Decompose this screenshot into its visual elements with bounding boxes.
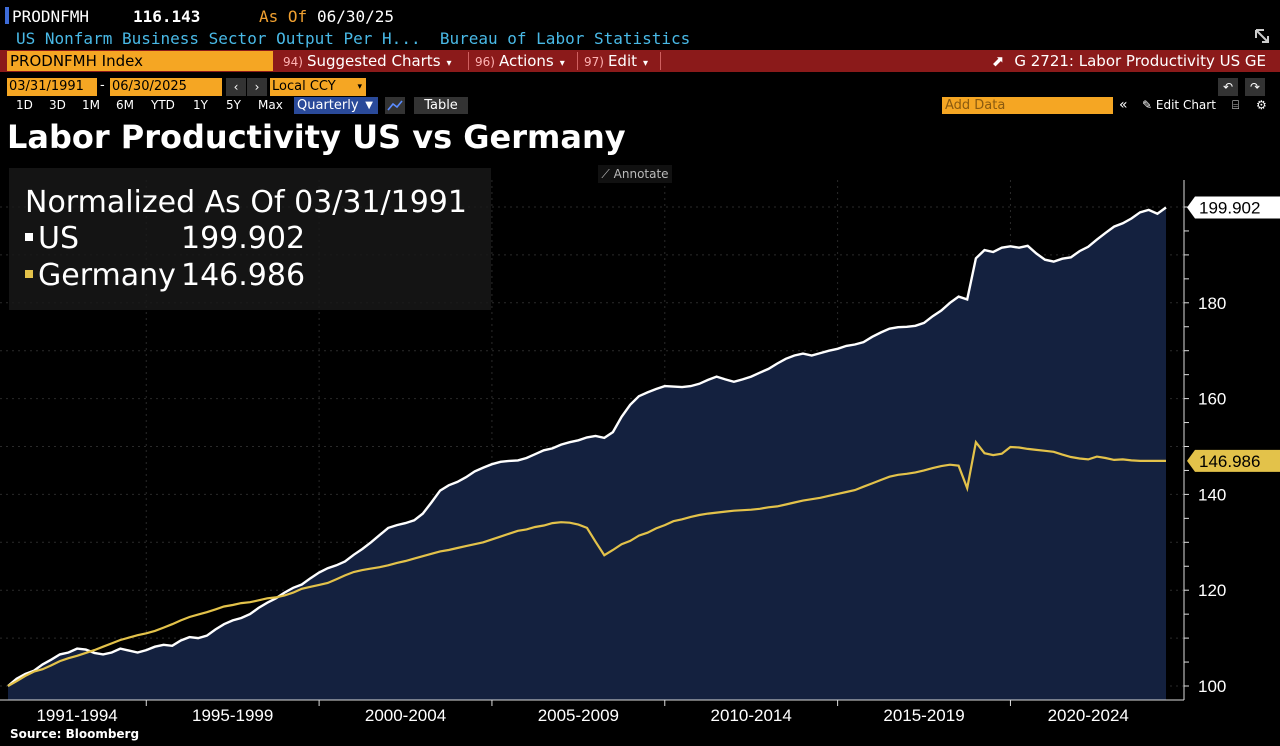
caret-down-icon: ▼ — [365, 100, 373, 111]
range-6m[interactable]: 6M — [116, 98, 134, 112]
x-tick-label: 2005-2009 — [538, 706, 619, 725]
range-1d[interactable]: 1D — [16, 98, 33, 112]
gear-icon[interactable]: ⚙ — [1256, 98, 1267, 112]
menu-divider — [468, 52, 469, 70]
legend-label-germany: Germany — [38, 258, 176, 293]
ticker[interactable]: PRODNFMH — [12, 7, 90, 26]
edit-menu[interactable]: 97) Edit ▾ — [584, 51, 648, 71]
annotate-button[interactable]: ⟋ Annotate — [598, 165, 672, 183]
legend: Normalized As Of 03/31/1991 US 199.902 G… — [9, 168, 491, 310]
line-chart-icon[interactable] — [385, 97, 405, 114]
as-of-date: 06/30/25 — [317, 7, 395, 26]
annotate-label: Annotate — [613, 167, 669, 181]
y-tick-label: 120 — [1198, 581, 1226, 600]
menu-label: Suggested Charts — [306, 52, 441, 70]
frequency-select[interactable]: Quarterly ▼ — [294, 97, 378, 114]
menu-number: 97) — [584, 55, 604, 69]
range-max[interactable]: Max — [258, 98, 283, 112]
menu-label: Edit — [607, 52, 638, 70]
suggested-charts-menu[interactable]: 94) Suggested Charts ▾ — [283, 51, 452, 71]
x-tick-label: 1995-1999 — [192, 706, 273, 725]
last-value-label: 199.902 — [1199, 198, 1260, 217]
x-tick-label: 2015-2019 — [883, 706, 964, 725]
chart-style-icon[interactable]: ⌸ — [1232, 98, 1240, 112]
chevron-left-icon[interactable]: ‹ — [226, 78, 246, 96]
range-1y[interactable]: 1Y — [193, 98, 208, 112]
currency-value: Local CCY — [272, 79, 336, 94]
x-tick-label: 2010-2014 — [711, 706, 792, 725]
range-ytd[interactable]: YTD — [151, 98, 175, 112]
pencil-icon: ⟋ — [601, 167, 610, 181]
add-data-input[interactable]: Add Data — [942, 97, 1113, 114]
x-tick-label: 1991-1994 — [36, 706, 117, 725]
legend-value-germany: 146.986 — [181, 258, 306, 293]
germany-series-line — [7, 439, 1166, 687]
chevron-right-icon[interactable]: › — [247, 78, 267, 96]
last-value-tag-germany: 146.986 — [1187, 449, 1280, 472]
caret-down-icon: ▾ — [643, 58, 649, 69]
caret-down-icon: ▾ — [446, 58, 452, 69]
last-value-tag-bg — [1187, 449, 1280, 472]
external-link-icon: ⬈ — [991, 52, 1005, 70]
range-5y[interactable]: 5Y — [226, 98, 241, 112]
currency-select[interactable]: Local CCY ▾ — [270, 78, 366, 96]
legend-item-us: US 199.902 — [25, 221, 305, 256]
edit-chart-label: Edit Chart — [1155, 98, 1216, 112]
range-3d[interactable]: 3D — [49, 98, 66, 112]
edit-chart-button[interactable]: ✎ Edit Chart — [1142, 97, 1216, 114]
menu-number: 94) — [283, 55, 303, 69]
legend-item-germany: Germany 146.986 — [25, 258, 305, 293]
caret-down-icon: ▾ — [357, 82, 362, 92]
us-area-fill — [8, 207, 1166, 700]
x-tick-label: 2000-2004 — [365, 706, 446, 725]
range-1m[interactable]: 1M — [82, 98, 100, 112]
y-tick-label: 180 — [1198, 294, 1226, 313]
pencil-icon: ✎ — [1142, 98, 1153, 112]
line-chart: 100 120 140 160 180 1991-1994 1995-1999 2000-20… — [0, 180, 1280, 725]
redo-icon[interactable]: ↷ — [1245, 78, 1265, 96]
expand-window-icon[interactable] — [1254, 28, 1274, 48]
menu-divider — [577, 52, 578, 70]
us-series-line — [7, 206, 1167, 687]
end-date-field[interactable]: 06/30/2025 — [110, 78, 222, 96]
graph-title-link[interactable]: ⬈ G 2721: Labor Productivity US GE — [992, 51, 1266, 71]
menu-number: 96) — [475, 55, 495, 69]
graph-title: G 2721: Labor Productivity US GE — [1014, 52, 1266, 70]
security-flag — [5, 7, 9, 24]
y-tick-label: 100 — [1198, 677, 1226, 696]
last-value-label: 146.986 — [1199, 452, 1260, 471]
legend-swatch-germany — [25, 269, 33, 278]
collapse-icon[interactable]: « — [1119, 97, 1128, 113]
legend-title: Normalized As Of 03/31/1991 — [25, 185, 467, 220]
table-button[interactable]: Table — [414, 97, 468, 114]
as-of-label: As Of — [259, 7, 308, 26]
legend-value-us: 199.902 — [181, 221, 306, 256]
y-tick-label: 140 — [1198, 485, 1226, 504]
security-header: PRODNFMH 116.143 As Of 06/30/25 — [0, 4, 1280, 28]
last-value-tag-bg — [1187, 196, 1280, 219]
caret-down-icon: ▾ — [559, 58, 565, 69]
undo-icon[interactable]: ↶ — [1218, 78, 1238, 96]
security-description: US Nonfarm Business Sector Output Per H.… — [16, 29, 691, 48]
legend-swatch-us — [25, 232, 33, 241]
last-price: 116.143 — [133, 7, 201, 26]
menu-label: Actions — [498, 52, 554, 70]
x-tick-label: 2020-2024 — [1048, 706, 1129, 725]
frequency-value: Quarterly — [297, 98, 359, 113]
menu-bar — [0, 50, 1280, 72]
actions-menu[interactable]: 96) Actions ▾ — [475, 51, 565, 71]
menu-divider — [660, 52, 661, 70]
last-value-tag-us: 199.902 — [1187, 196, 1280, 219]
start-date-field[interactable]: 03/31/1991 — [7, 78, 97, 96]
source-note: Source: Bloomberg — [10, 727, 140, 741]
y-tick-label: 160 — [1198, 390, 1226, 409]
date-separator: - — [100, 78, 105, 93]
security-field[interactable]: PRODNFMH Index — [7, 51, 273, 71]
legend-label-us: US — [38, 221, 80, 256]
chart-title: Labor Productivity US vs Germany — [7, 118, 626, 156]
